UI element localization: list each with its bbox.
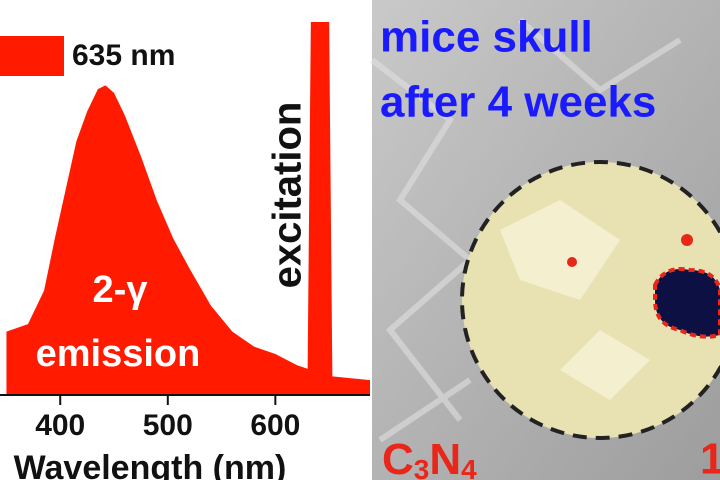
red-spot — [681, 234, 693, 246]
annotation: 2-γ — [93, 269, 148, 311]
legend-label: 635 nm — [72, 39, 175, 72]
annotation: emission — [36, 333, 201, 375]
sample-label: C3N4 — [382, 435, 477, 480]
label-part: C — [382, 435, 414, 480]
texture — [370, 17, 682, 443]
bone-texture — [500, 200, 650, 400]
sample-label: 1 — [700, 435, 720, 480]
spectrum-chart: 635 nm 400 500 600 Wavelength (nm) excitation… — [0, 22, 370, 480]
image-panel: mice skull after 4 weeks C3N4 1 — [370, 0, 720, 480]
label-part: N — [429, 435, 461, 480]
x-tick-label: 400 — [35, 409, 85, 442]
red-spot — [567, 257, 577, 267]
new-bone-region — [653, 267, 720, 339]
label-part: 3 — [414, 454, 430, 480]
label-part: 4 — [461, 454, 477, 480]
annotation: excitation — [266, 102, 310, 289]
panel-line: mice skull — [380, 13, 593, 62]
spectrum-area — [6, 22, 370, 395]
x-axis-label: Wavelength (nm) — [14, 449, 287, 480]
legend-swatch — [0, 36, 64, 76]
panel-line: after 4 weeks — [380, 78, 656, 127]
x-tick-label: 500 — [143, 409, 193, 442]
x-tick-label: 600 — [250, 409, 300, 442]
